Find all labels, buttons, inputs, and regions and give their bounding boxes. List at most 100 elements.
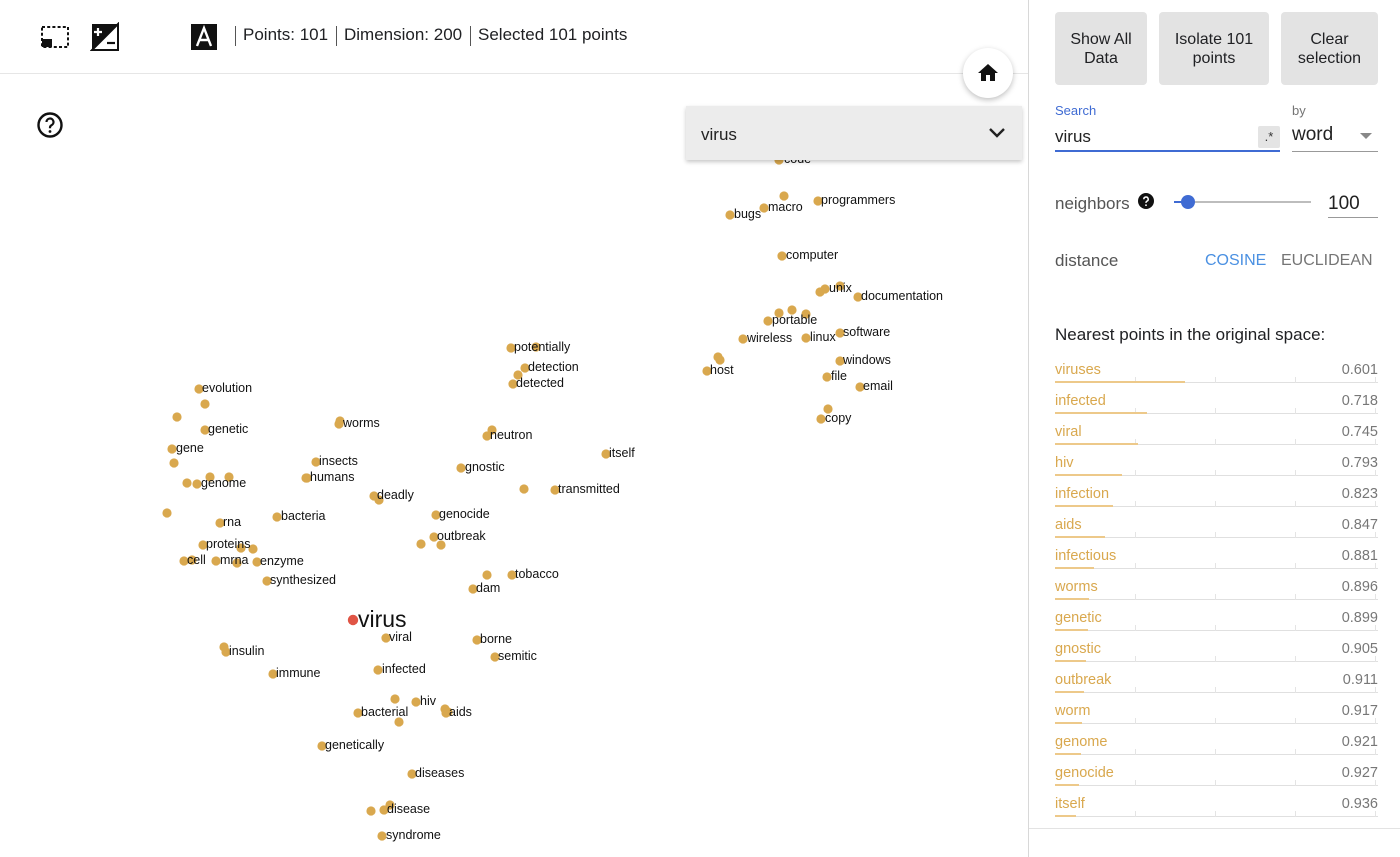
data-point[interactable]: [835, 356, 845, 366]
night-mode-icon[interactable]: [90, 22, 120, 52]
data-point[interactable]: [390, 694, 400, 704]
data-point[interactable]: [801, 333, 811, 343]
nearest-point-row[interactable]: outbreak 0.911: [1055, 665, 1378, 696]
data-point[interactable]: [172, 412, 182, 422]
data-point[interactable]: [801, 309, 811, 319]
data-point[interactable]: [381, 633, 391, 643]
nearest-point-row[interactable]: aids 0.847: [1055, 510, 1378, 541]
data-point[interactable]: [192, 479, 202, 489]
data-point[interactable]: [853, 292, 863, 302]
nearest-point-row[interactable]: worm 0.917: [1055, 696, 1378, 727]
data-point[interactable]: [431, 510, 441, 520]
data-point[interactable]: [200, 425, 210, 435]
question-help-icon[interactable]: [1138, 193, 1154, 209]
data-point[interactable]: [822, 372, 832, 382]
data-point[interactable]: [520, 363, 530, 373]
isolate-points-button[interactable]: Isolate 101 points: [1159, 12, 1269, 85]
data-point[interactable]: [200, 399, 210, 409]
data-point[interactable]: [394, 717, 404, 727]
data-point[interactable]: [182, 478, 192, 488]
data-point[interactable]: [519, 484, 529, 494]
nearest-point-row[interactable]: gnostic 0.905: [1055, 634, 1378, 665]
nearest-point-row[interactable]: hiv 0.793: [1055, 448, 1378, 479]
data-point[interactable]: [248, 544, 258, 554]
data-point[interactable]: [490, 652, 500, 662]
data-point[interactable]: [268, 669, 278, 679]
data-point[interactable]: [513, 370, 523, 380]
data-point[interactable]: [763, 316, 773, 326]
data-point[interactable]: [373, 665, 383, 675]
data-point[interactable]: [855, 382, 865, 392]
show-all-data-button[interactable]: Show All Data: [1055, 12, 1147, 85]
data-point[interactable]: [411, 697, 421, 707]
data-point[interactable]: [369, 491, 379, 501]
data-point[interactable]: [777, 251, 787, 261]
data-point[interactable]: [472, 635, 482, 645]
nearest-point-row[interactable]: genome 0.921: [1055, 727, 1378, 758]
data-point[interactable]: [436, 540, 446, 550]
regex-toggle[interactable]: .*: [1258, 126, 1280, 148]
nearest-point-row[interactable]: genocide 0.927: [1055, 758, 1378, 789]
data-point[interactable]: [787, 305, 797, 315]
data-point[interactable]: [353, 708, 363, 718]
data-point[interactable]: [759, 203, 769, 213]
data-point[interactable]: [813, 196, 823, 206]
data-point[interactable]: [468, 584, 478, 594]
data-point[interactable]: [816, 414, 826, 424]
help-circle-icon[interactable]: [36, 111, 64, 139]
data-point[interactable]: [167, 444, 177, 454]
data-point[interactable]: [507, 570, 517, 580]
nearest-point-row[interactable]: worms 0.896: [1055, 572, 1378, 603]
neighbors-slider[interactable]: [1174, 192, 1311, 212]
neighbors-value-input[interactable]: [1328, 190, 1378, 218]
data-point[interactable]: [262, 576, 272, 586]
cosine-option[interactable]: COSINE: [1205, 252, 1267, 269]
data-point[interactable]: [252, 557, 262, 567]
search-input[interactable]: [1055, 124, 1280, 152]
data-point[interactable]: [169, 458, 179, 468]
data-point[interactable]: [215, 518, 225, 528]
nearest-point-row[interactable]: infectious 0.881: [1055, 541, 1378, 572]
label-text-icon[interactable]: [189, 22, 219, 52]
data-point[interactable]: [482, 431, 492, 441]
selected-point-dropdown[interactable]: virus: [686, 106, 1022, 160]
data-point[interactable]: [236, 543, 246, 553]
data-point[interactable]: [725, 210, 735, 220]
data-point[interactable]: [407, 769, 417, 779]
data-point[interactable]: [187, 555, 197, 565]
data-point[interactable]: [232, 558, 242, 568]
nearest-point-row[interactable]: infection 0.823: [1055, 479, 1378, 510]
data-point[interactable]: [221, 647, 231, 657]
slider-thumb[interactable]: [1180, 195, 1195, 209]
data-point[interactable]: [738, 334, 748, 344]
data-point[interactable]: [779, 191, 789, 201]
data-point[interactable]: [441, 708, 451, 718]
data-point[interactable]: [601, 449, 611, 459]
data-point[interactable]: [456, 463, 466, 473]
data-point[interactable]: [205, 472, 215, 482]
data-point[interactable]: [317, 741, 327, 751]
data-point[interactable]: [550, 485, 560, 495]
data-point[interactable]: [366, 806, 376, 816]
nearest-point-row[interactable]: itself 0.936: [1055, 789, 1378, 820]
data-point[interactable]: [508, 379, 518, 389]
data-point[interactable]: [820, 284, 830, 294]
data-point[interactable]: [774, 308, 784, 318]
data-point[interactable]: [835, 328, 845, 338]
data-point[interactable]: [702, 366, 712, 376]
select-rectangle-icon[interactable]: [40, 22, 70, 52]
data-point[interactable]: [194, 384, 204, 394]
data-point[interactable]: [334, 419, 344, 429]
data-point[interactable]: [162, 508, 172, 518]
data-point[interactable]: [379, 805, 389, 815]
euclidean-option[interactable]: EUCLIDEAN: [1281, 252, 1373, 269]
data-point[interactable]: [224, 472, 234, 482]
data-point[interactable]: [301, 473, 311, 483]
home-button[interactable]: [963, 48, 1013, 98]
nearest-point-row[interactable]: genetic 0.899: [1055, 603, 1378, 634]
data-point[interactable]: [198, 540, 208, 550]
data-point[interactable]: [416, 539, 426, 549]
nearest-point-row[interactable]: viral 0.745: [1055, 417, 1378, 448]
data-point[interactable]: [823, 404, 833, 414]
data-point[interactable]: [482, 570, 492, 580]
